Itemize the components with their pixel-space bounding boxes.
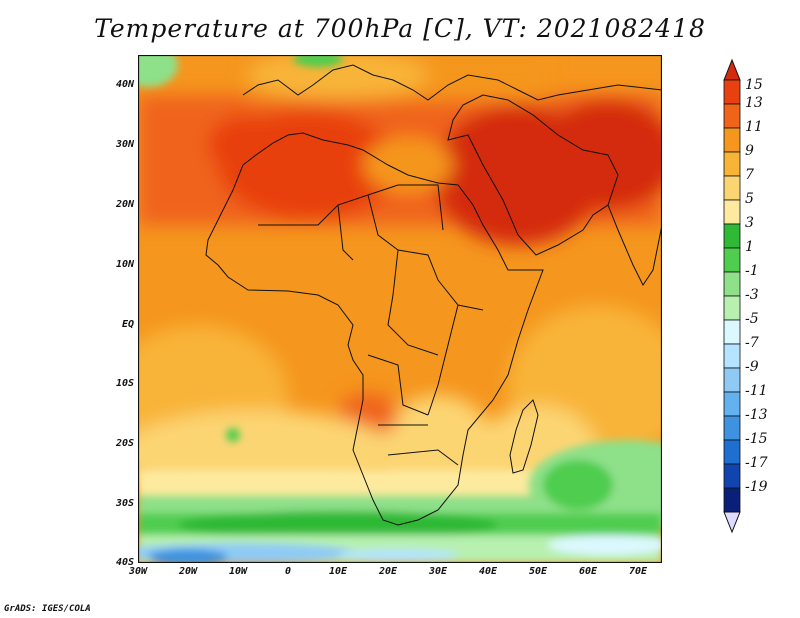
colorbar	[723, 58, 741, 534]
temperature-map	[137, 54, 663, 564]
colorbar-tick-label: -5	[745, 311, 759, 327]
lat-label-40n: 40N	[115, 79, 134, 90]
colorbar-tick-label: 1	[745, 239, 754, 255]
lat-label-30n: 30N	[115, 139, 134, 150]
colorbar-swatch	[723, 415, 741, 441]
lon-label-30e: 30E	[428, 566, 448, 577]
colorbar-tick-label: 11	[745, 119, 763, 135]
colorbar-swatch	[723, 463, 741, 489]
lon-label-70e: 70E	[628, 566, 648, 577]
footer-credit: GrADS: IGES/COLA	[4, 604, 91, 614]
colorbar-tick-label: -17	[745, 455, 768, 471]
chart-title: Temperature at 700hPa [C], VT: 202108241…	[94, 14, 706, 43]
europe-coastline	[242, 64, 663, 101]
lat-label-20s: 20S	[115, 438, 134, 449]
colorbar-tick-label: 9	[745, 143, 754, 159]
lon-label-20w: 20W	[178, 566, 198, 577]
colorbar-swatch	[723, 175, 741, 201]
lon-label-20e: 20E	[378, 566, 398, 577]
colorbar-top-arrow	[723, 58, 741, 81]
border-lines	[258, 184, 484, 466]
map-frame	[137, 54, 663, 564]
colorbar-tick-label: 13	[745, 95, 763, 111]
colorbar-swatch	[723, 223, 741, 249]
arabia-coastline	[447, 94, 619, 256]
lon-label-10e: 10E	[328, 566, 348, 577]
lon-label-10w: 10W	[228, 566, 248, 577]
temperature-field	[138, 55, 662, 563]
lat-label-30s: 30S	[115, 498, 134, 509]
colorbar-tick-label: 5	[745, 191, 754, 207]
colorbar-tick-label: -15	[745, 431, 768, 447]
colorbar-tick-label: -3	[745, 287, 759, 303]
colorbar-tick-label: 15	[745, 77, 763, 93]
lat-label-10s: 10S	[115, 378, 134, 389]
colorbar-tick-label: -7	[745, 335, 759, 351]
lon-label-40e: 40E	[478, 566, 498, 577]
africa-coastline	[205, 132, 544, 526]
colorbar-swatch	[723, 343, 741, 369]
lat-label-20n: 20N	[115, 199, 134, 210]
colorbar-swatch	[723, 151, 741, 177]
colorbar-tick-label: -19	[745, 479, 768, 495]
colorbar-swatch	[723, 439, 741, 465]
lat-label-10n: 10N	[115, 259, 134, 270]
colorbar-swatch	[723, 79, 741, 105]
colorbar-swatch	[723, 295, 741, 321]
colorbar-swatch	[723, 103, 741, 129]
lon-label-30w: 30W	[128, 566, 148, 577]
colorbar-tick-label: -11	[745, 383, 768, 399]
colorbar-bottom-arrow	[723, 511, 741, 534]
colorbar-tick-label: 7	[745, 167, 754, 183]
colorbar-tick-label: 3	[745, 215, 754, 231]
lon-label-0: 0	[284, 566, 292, 577]
colorbar-swatch	[723, 367, 741, 393]
map-canvas	[137, 54, 663, 564]
colorbar-tick-label: -13	[745, 407, 768, 423]
colorbar-tick-label: -1	[745, 263, 759, 279]
lat-label-40s: 40S	[115, 557, 134, 568]
colorbar-swatch	[723, 391, 741, 417]
colorbar-swatch	[723, 247, 741, 273]
coastlines	[205, 64, 663, 526]
colorbar-swatch	[723, 127, 741, 153]
colorbar-swatch	[723, 487, 741, 513]
madagascar-coastline	[509, 399, 539, 474]
india-coastline	[607, 204, 663, 286]
lon-label-60e: 60E	[578, 566, 598, 577]
colorbar-swatch	[723, 319, 741, 345]
colorbar-tick-label: -9	[745, 359, 759, 375]
colorbar-swatch	[723, 271, 741, 297]
lat-label-eq: EQ	[121, 319, 134, 330]
lon-label-50e: 50E	[528, 566, 548, 577]
colorbar-swatch	[723, 199, 741, 225]
